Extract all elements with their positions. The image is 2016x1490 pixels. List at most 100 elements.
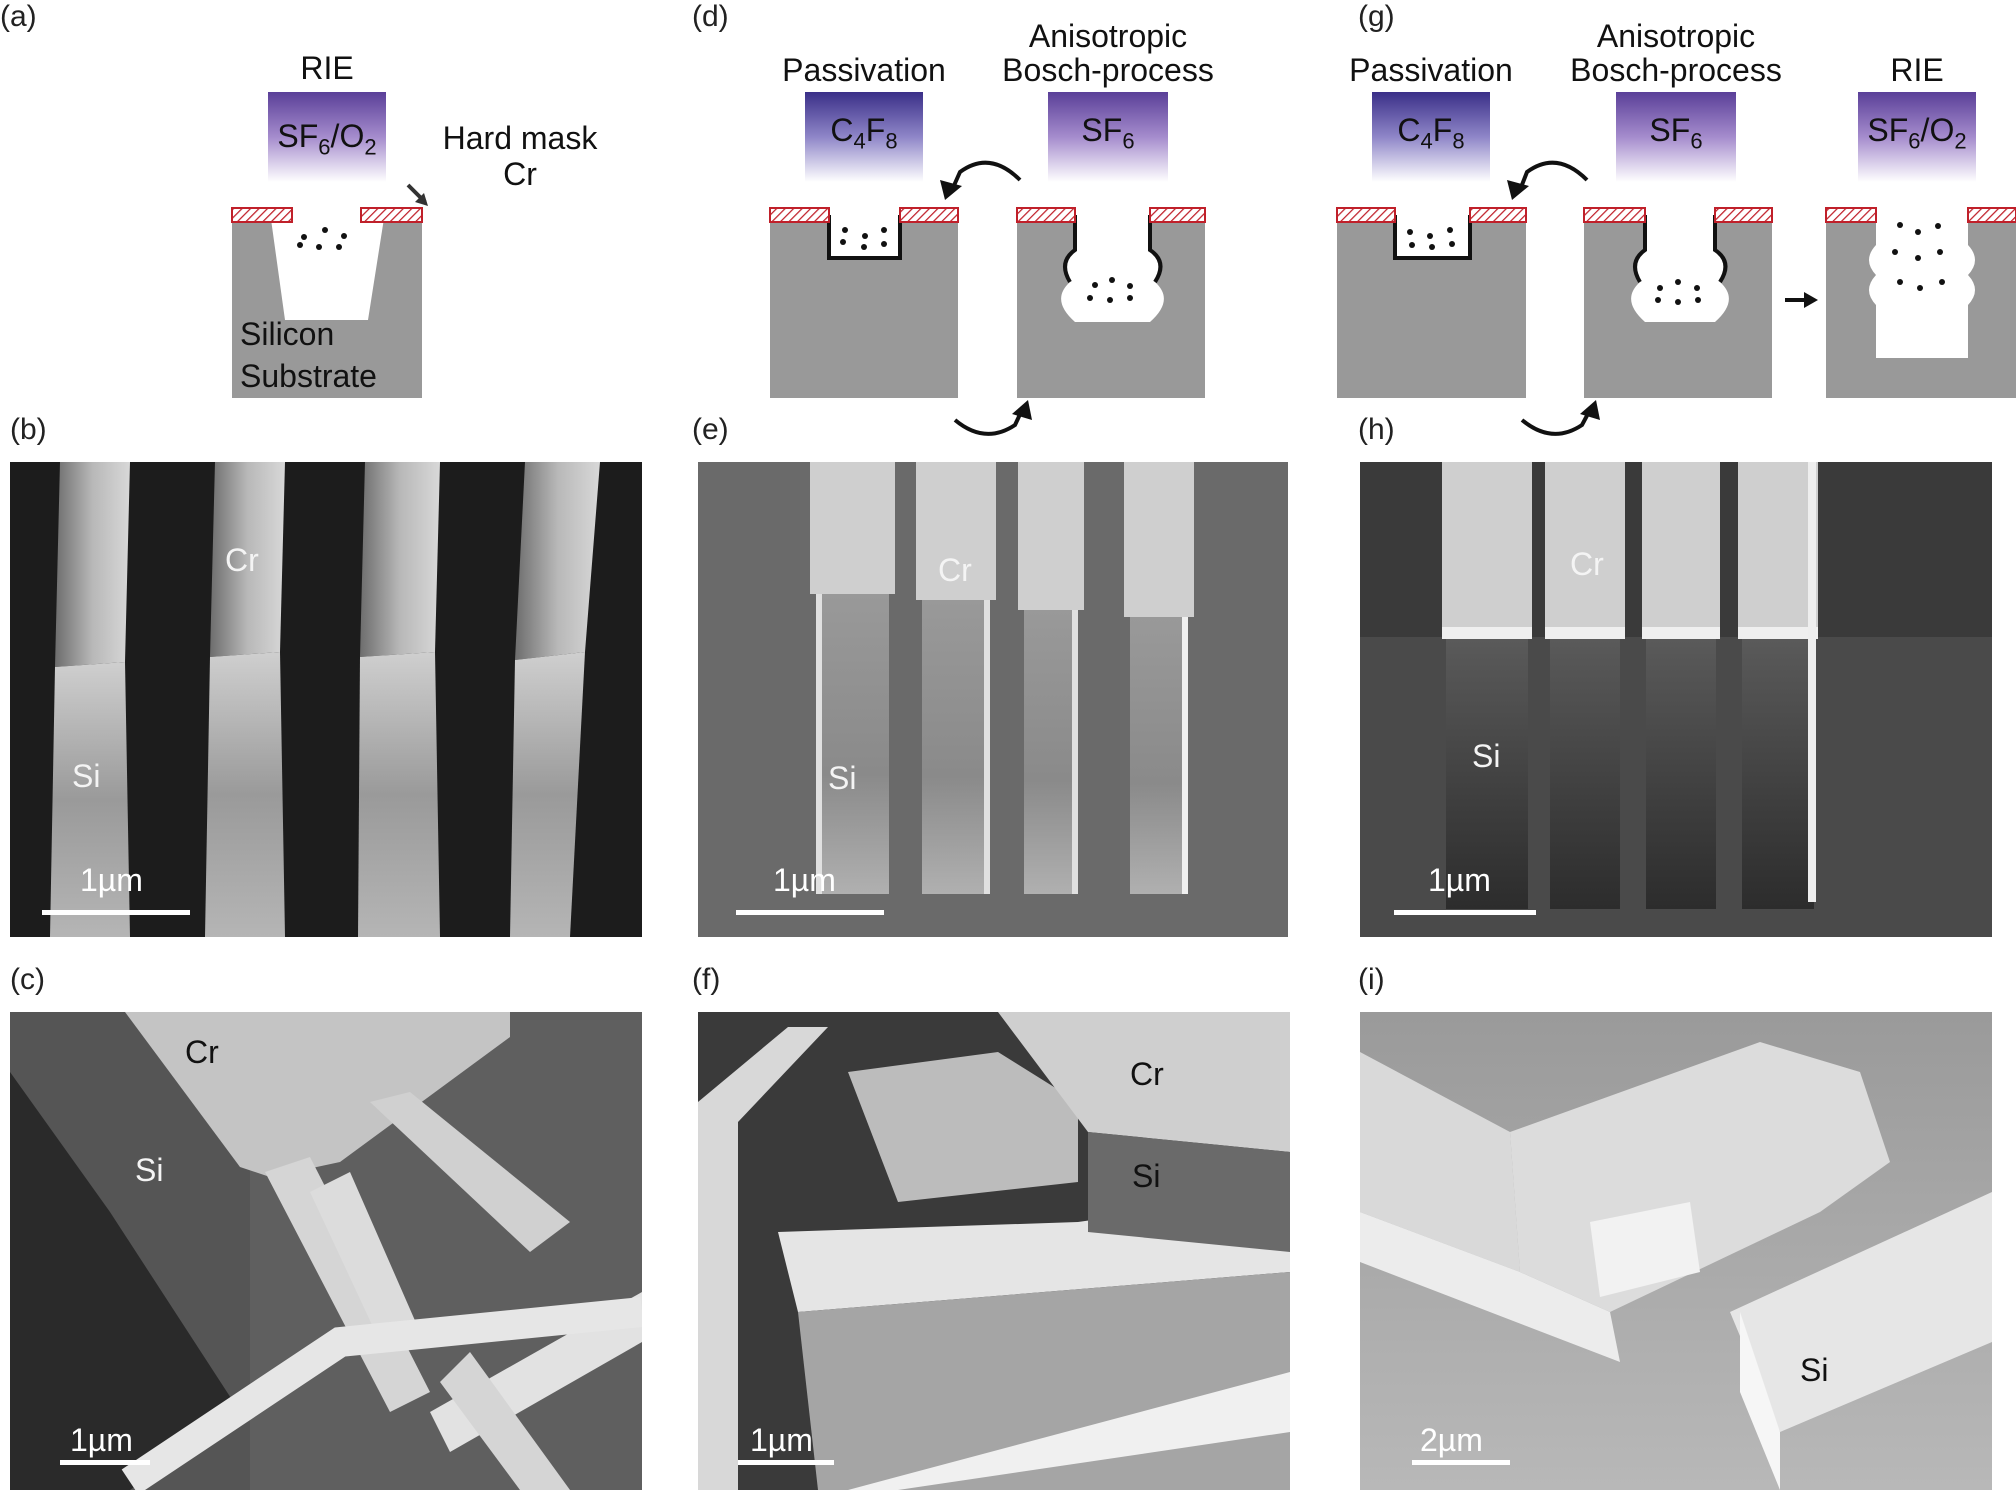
schematic-d-step2-line2: Bosch-process bbox=[1002, 52, 1214, 88]
si-step-f bbox=[1088, 1132, 1290, 1252]
schematic-a-mask-right bbox=[360, 207, 423, 223]
scale-label-b: 1µm bbox=[80, 862, 143, 898]
cr-beam-f1 bbox=[698, 1027, 828, 1490]
panel-label-f: (f) bbox=[692, 963, 721, 996]
schematic-g-step1: Passivation bbox=[1349, 52, 1513, 88]
schematic-g-gas-box-1 bbox=[1372, 92, 1490, 182]
sem-image-f: Cr Si 1µm bbox=[698, 1012, 1290, 1490]
pillar-e-3 bbox=[1018, 462, 1084, 894]
label-cr-c: Cr bbox=[185, 1034, 219, 1070]
ion-particles-g1 bbox=[1407, 227, 1455, 250]
panel-label-g: (g) bbox=[1358, 0, 1395, 33]
schematic-d-step1: Passivation bbox=[782, 52, 946, 88]
schematic-d-step2-line1: Anisotropic bbox=[1028, 18, 1188, 54]
pillar-h-2 bbox=[1545, 462, 1625, 909]
sem-image-h: Cr Si 1µm bbox=[1360, 462, 1992, 937]
schematic-d-gas-box-1 bbox=[805, 92, 923, 182]
pillar-e-2 bbox=[916, 462, 996, 894]
cycle-arrow-g-top bbox=[1518, 160, 1589, 191]
schematic-d-substrate-1 bbox=[770, 215, 958, 398]
ion-particles-d1 bbox=[840, 227, 887, 250]
scale-bar-i bbox=[1412, 1460, 1510, 1465]
sem-image-e: Cr Si 1µm bbox=[698, 462, 1288, 937]
scale-bar-h bbox=[1394, 910, 1536, 915]
schematic-g-substrate-2 bbox=[1584, 215, 1772, 398]
panel-label-h: (h) bbox=[1358, 413, 1395, 446]
panel-label-b: (b) bbox=[10, 413, 47, 446]
schematic-a-gas-box bbox=[268, 92, 386, 182]
label-si-b: Si bbox=[72, 758, 101, 794]
si-block-i bbox=[1730, 1192, 1992, 1432]
scale-bar-f bbox=[738, 1460, 834, 1465]
scale-label-f: 1µm bbox=[750, 1422, 813, 1458]
scale-label-i: 2µm bbox=[1420, 1422, 1483, 1458]
schematic-g-step2-line2: Bosch-process bbox=[1570, 52, 1782, 88]
cycle-arrow-g-bottom bbox=[1520, 409, 1592, 436]
cr-beam-c3 bbox=[370, 1092, 570, 1252]
substrate-label-1: Silicon bbox=[240, 316, 335, 352]
label-si-f: Si bbox=[1132, 1158, 1161, 1194]
schematic-g-step2-line1: Anisotropic bbox=[1596, 18, 1756, 54]
pillar-b-4 bbox=[510, 462, 600, 937]
schematic-a-process: RIE bbox=[300, 50, 354, 86]
schematics-drawing bbox=[231, 92, 2016, 436]
cr-surface-c bbox=[125, 1012, 510, 1177]
schematic-g-gas-box-3 bbox=[1858, 92, 1976, 182]
cycle-arrow-d-top bbox=[950, 160, 1022, 191]
label-cr-e: Cr bbox=[938, 552, 972, 588]
rough-floor-c bbox=[10, 1072, 240, 1490]
panel-label-d: (d) bbox=[692, 0, 729, 33]
schematic-d-substrate-2 bbox=[1017, 215, 1205, 398]
pillar-h-1 bbox=[1442, 462, 1532, 909]
panel-label-a: (a) bbox=[0, 0, 37, 33]
label-cr-f: Cr bbox=[1130, 1056, 1164, 1092]
panel-label-c: (c) bbox=[10, 963, 45, 996]
schematic-g-step2-gas: SF6 bbox=[1649, 112, 1703, 154]
hard-mask-label: Hard mask bbox=[442, 120, 598, 156]
pillar-h-4 bbox=[1738, 462, 1818, 909]
schematic-g-step3: RIE bbox=[1890, 52, 1944, 88]
panel-label-i: (i) bbox=[1358, 963, 1385, 996]
schematic-d-step2-gas: SF6 bbox=[1081, 112, 1135, 154]
pillar-b-2 bbox=[205, 462, 285, 937]
scale-label-h: 1µm bbox=[1428, 862, 1491, 898]
schematic-a-mask-left bbox=[231, 207, 293, 223]
schematic-g-gas-box-2 bbox=[1616, 92, 1736, 182]
scale-label-e: 1µm bbox=[773, 862, 836, 898]
schematic-a-substrate bbox=[232, 212, 422, 398]
schematic-g-step1-gas: C4F8 bbox=[1397, 112, 1465, 154]
schematic-d-step1-gas: C4F8 bbox=[830, 112, 898, 154]
sem-image-c: Cr Si 1µm bbox=[10, 1012, 642, 1490]
label-si-e: Si bbox=[828, 760, 857, 796]
ion-particles-a bbox=[297, 227, 347, 250]
sem-image-i: Si 2µm bbox=[1360, 1012, 1992, 1490]
schematic-a-gas: SF6/O2 bbox=[277, 118, 377, 160]
cycle-arrow-d-bottom bbox=[953, 409, 1024, 436]
scale-bar-e bbox=[736, 910, 884, 915]
schematic-g-step3-gas: SF6/O2 bbox=[1867, 112, 1967, 154]
label-cr-b: Cr bbox=[225, 542, 259, 578]
hard-mask-material: Cr bbox=[503, 156, 537, 192]
schematic-d-gas-box-2 bbox=[1048, 92, 1168, 182]
pillar-b-3 bbox=[358, 462, 440, 937]
schematic-g-substrate-3 bbox=[1826, 215, 2016, 398]
label-si-h: Si bbox=[1472, 738, 1501, 774]
label-si-i: Si bbox=[1800, 1352, 1829, 1388]
ion-particles-d2 bbox=[1087, 277, 1133, 303]
cr-surface-f bbox=[998, 1012, 1290, 1152]
label-cr-h: Cr bbox=[1570, 546, 1604, 582]
substrate-label-2: Substrate bbox=[240, 358, 377, 394]
label-si-c: Si bbox=[135, 1152, 164, 1188]
panel-label-e: (e) bbox=[692, 413, 729, 446]
scale-bar-b bbox=[42, 910, 190, 915]
cr-beam-c2 bbox=[310, 1172, 420, 1342]
pillar-e-1 bbox=[810, 462, 895, 894]
scale-label-c: 1µm bbox=[70, 1422, 133, 1458]
scale-bar-c bbox=[60, 1460, 150, 1465]
pillar-h-3 bbox=[1642, 462, 1720, 909]
sem-image-b: Cr Si 1µm bbox=[10, 462, 642, 937]
pillar-e-4 bbox=[1124, 462, 1194, 894]
ion-particles-g3 bbox=[1892, 222, 1945, 291]
structure-top-i bbox=[1360, 1052, 1520, 1272]
pillar-b-1 bbox=[50, 462, 130, 937]
